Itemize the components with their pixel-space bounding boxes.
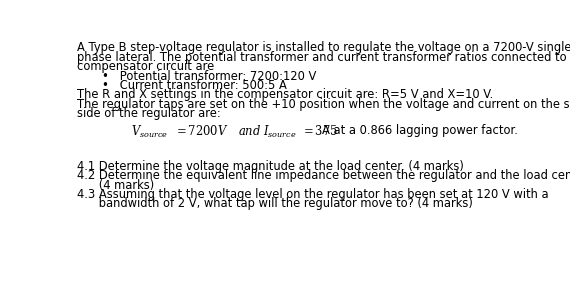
Text: A Type B step-voltage regulator is installed to regulate the voltage on a 7200-V: A Type B step-voltage regulator is insta… (76, 41, 570, 55)
Text: 4.2 Determine the equivalent line impedance between the regulator and the load c: 4.2 Determine the equivalent line impeda… (76, 169, 570, 182)
Text: $= 7200V$: $= 7200V$ (174, 124, 228, 138)
Text: bandwidth of 2 V, what tap will the regulator move to? (4 marks): bandwidth of 2 V, what tap will the regu… (76, 197, 473, 210)
Text: side of the regulator are:: side of the regulator are: (76, 107, 220, 120)
Text: $and$: $and$ (238, 124, 262, 138)
Text: The R and X settings in the compensator circuit are: R=5 V and X=10 V.: The R and X settings in the compensator … (76, 88, 493, 102)
Text: $= 375$: $= 375$ (301, 124, 338, 138)
Text: phase lateral. The potential transformer and current transformer ratios connecte: phase lateral. The potential transformer… (76, 51, 570, 64)
Text: 4.1 Determine the voltage magnitude at the load center. (4 marks): 4.1 Determine the voltage magnitude at t… (76, 160, 463, 173)
Text: •   Current transformer: 500:5 A: • Current transformer: 500:5 A (102, 79, 287, 92)
Text: compensator circuit are: compensator circuit are (76, 60, 214, 73)
Text: $I_{source}$: $I_{source}$ (263, 124, 297, 140)
Text: •   Potential transformer: 7200:120 V: • Potential transformer: 7200:120 V (102, 70, 316, 83)
Text: (4 marks): (4 marks) (76, 179, 154, 192)
Text: $V_{source}$: $V_{source}$ (131, 124, 168, 140)
Text: A at a 0.866 lagging power factor.: A at a 0.866 lagging power factor. (322, 124, 518, 137)
Text: 4.3 Assuming that the voltage level on the regulator has been set at 120 V with : 4.3 Assuming that the voltage level on t… (76, 188, 548, 201)
Text: The regulator taps are set on the +10 position when the voltage and current on t: The regulator taps are set on the +10 po… (76, 98, 570, 111)
